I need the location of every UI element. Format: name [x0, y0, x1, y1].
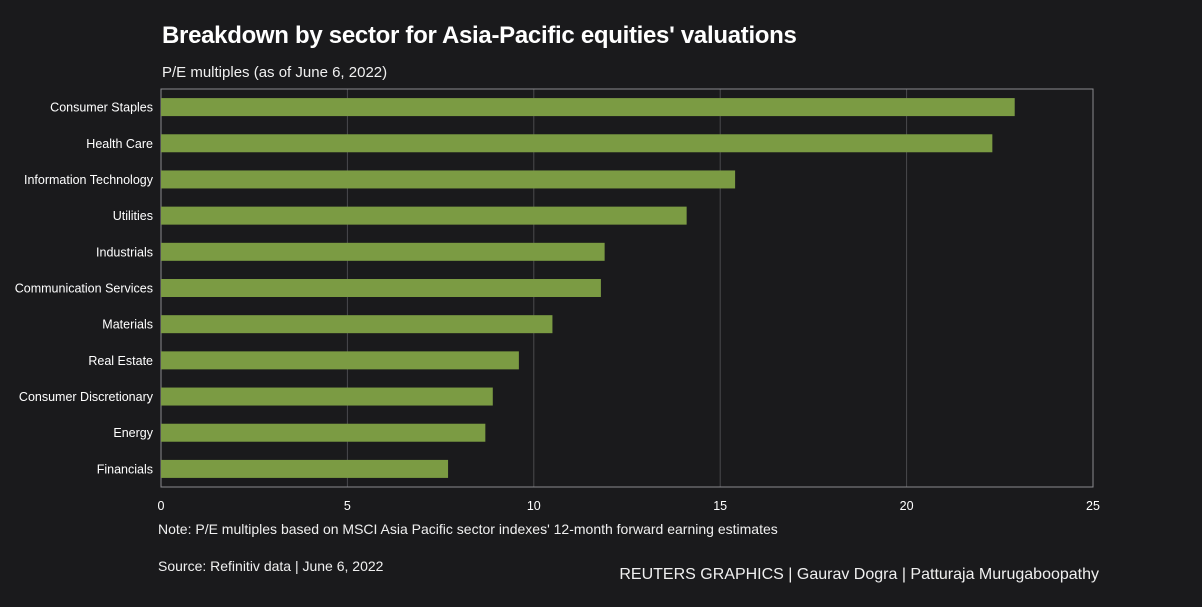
- chart-source: Source: Refinitiv data | June 6, 2022: [158, 558, 384, 574]
- bar-health-care: [161, 134, 993, 153]
- bar-energy: [161, 423, 486, 442]
- category-label: Real Estate: [88, 354, 153, 368]
- category-label: Industrials: [96, 245, 153, 259]
- chart-credit: REUTERS GRAPHICS | Gaurav Dogra | Pattur…: [619, 566, 1099, 583]
- category-label: Consumer Staples: [50, 101, 153, 115]
- category-label: Communication Services: [15, 282, 153, 296]
- category-label: Information Technology: [24, 173, 154, 187]
- x-tick-label: 0: [158, 499, 165, 513]
- x-tick-label: 10: [527, 499, 541, 513]
- category-label: Financials: [97, 462, 153, 476]
- bar-financials: [161, 459, 449, 478]
- category-label: Consumer Discretionary: [19, 390, 154, 404]
- bar-consumer-staples: [161, 98, 1015, 117]
- x-tick-label: 15: [713, 499, 727, 513]
- bar-consumer-discretionary: [161, 387, 493, 406]
- bar-utilities: [161, 206, 687, 225]
- category-label: Health Care: [86, 137, 153, 151]
- category-label: Energy: [113, 426, 153, 440]
- chart-note: Note: P/E multiples based on MSCI Asia P…: [158, 521, 778, 537]
- category-label: Utilities: [113, 209, 153, 223]
- bar-materials: [161, 315, 553, 334]
- bar-real-estate: [161, 351, 519, 370]
- x-tick-label: 5: [344, 499, 351, 513]
- bar-communication-services: [161, 279, 601, 297]
- chart-title: Breakdown by sector for Asia-Pacific equ…: [162, 22, 797, 49]
- x-tick-label: 25: [1086, 499, 1100, 513]
- x-tick-label: 20: [900, 499, 914, 513]
- bar-information-technology: [161, 170, 736, 189]
- category-label: Materials: [102, 318, 153, 332]
- chart-subtitle: P/E multiples (as of June 6, 2022): [162, 64, 388, 81]
- bar-industrials: [161, 242, 605, 261]
